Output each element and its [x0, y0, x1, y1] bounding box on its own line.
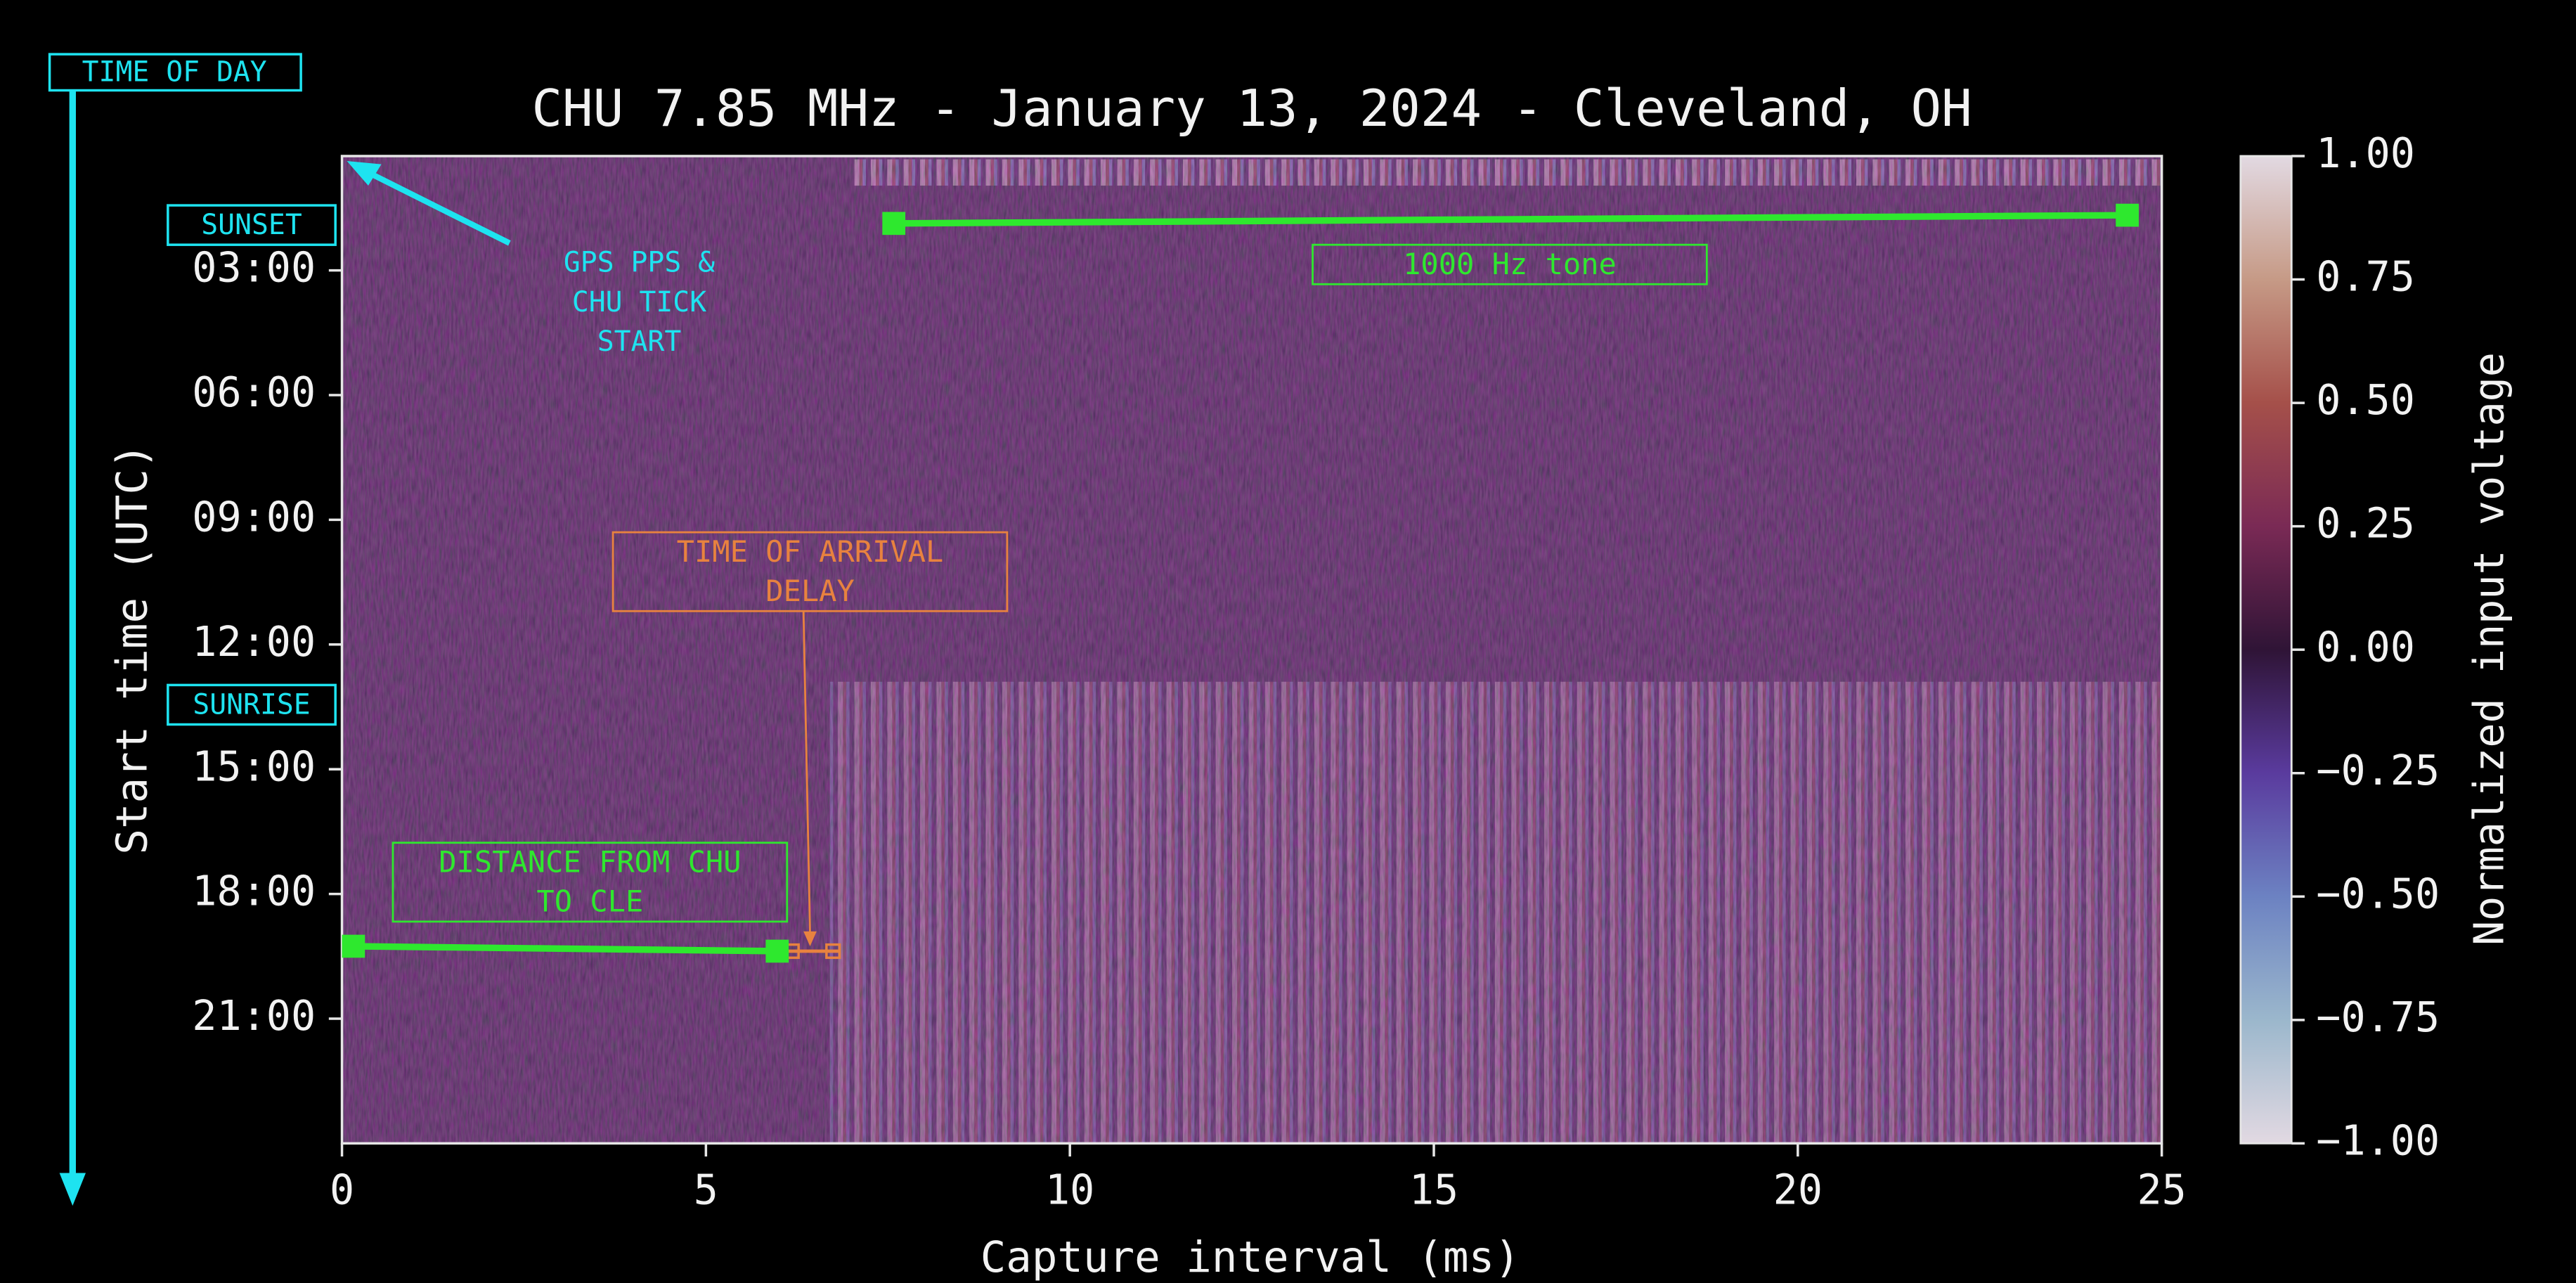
x-tick-label: 0 [330, 1166, 354, 1214]
x-axis-label: Capture interval (ms) [980, 1233, 1520, 1282]
x-tick-label: 20 [1773, 1166, 1823, 1214]
colorbar-label: Normalized input voltage [2465, 352, 2513, 946]
x-tick-label: 10 [1045, 1166, 1094, 1214]
colorbar-tick-label: 1.00 [2316, 129, 2415, 177]
annotation: DELAY [765, 574, 855, 608]
colorbar-tick-label: 0.00 [2316, 623, 2415, 671]
annotation: START [597, 325, 682, 358]
y-axis-label: Start time (UTC) [108, 443, 157, 854]
annotation: SUNRISE [193, 688, 310, 721]
y-tick-label: 12:00 [192, 618, 316, 666]
colorbar-tick-label: 0.75 [2316, 253, 2415, 301]
arrow-head [60, 1173, 86, 1206]
annotation: CHU TICK [572, 286, 706, 318]
annotation: GPS PPS & [564, 247, 715, 279]
colorbar-tick-label: 0.25 [2316, 500, 2415, 548]
y-tick-label: 15:00 [192, 742, 316, 790]
colorbar-tick-label: −1.00 [2316, 1116, 2440, 1164]
endpoint [2116, 204, 2139, 227]
colorbar-tick-label: −0.75 [2316, 993, 2440, 1041]
x-tick-label: 15 [1409, 1166, 1458, 1214]
annotation: 1000 Hz tone [1403, 247, 1617, 281]
colorbar-tick-label: −0.25 [2316, 747, 2440, 794]
y-tick-label: 18:00 [192, 868, 316, 915]
x-tick-label: 5 [694, 1166, 718, 1214]
colorbar-tick-label: −0.50 [2316, 870, 2440, 917]
y-tick-label: 03:00 [192, 244, 316, 292]
annotation: TO CLE [536, 884, 643, 919]
annotation: DISTANCE FROM CHU [439, 845, 741, 879]
annotation: TIME OF ARRIVAL [677, 534, 944, 569]
endpoint [882, 212, 905, 235]
chart-title: CHU 7.85 MHz - January 13, 2024 - Clevel… [531, 79, 1972, 138]
annotation: SUNSET [201, 209, 302, 241]
page: {"chart_data": { "type": "heatmap", "tit… [0, 0, 2576, 1283]
endpoint [342, 935, 365, 958]
colorbar [2241, 156, 2291, 1143]
colorbar-tick-label: 0.50 [2316, 376, 2415, 424]
y-tick-label: 09:00 [192, 494, 316, 541]
y-tick-label: 06:00 [192, 368, 316, 416]
x-tick-label: 25 [2137, 1166, 2186, 1214]
annotation: TIME OF DAY [82, 56, 267, 89]
endpoint [765, 940, 789, 963]
chart: CHU 7.85 MHz - January 13, 2024 - Clevel… [0, 0, 2576, 1283]
y-tick-label: 21:00 [192, 992, 316, 1040]
